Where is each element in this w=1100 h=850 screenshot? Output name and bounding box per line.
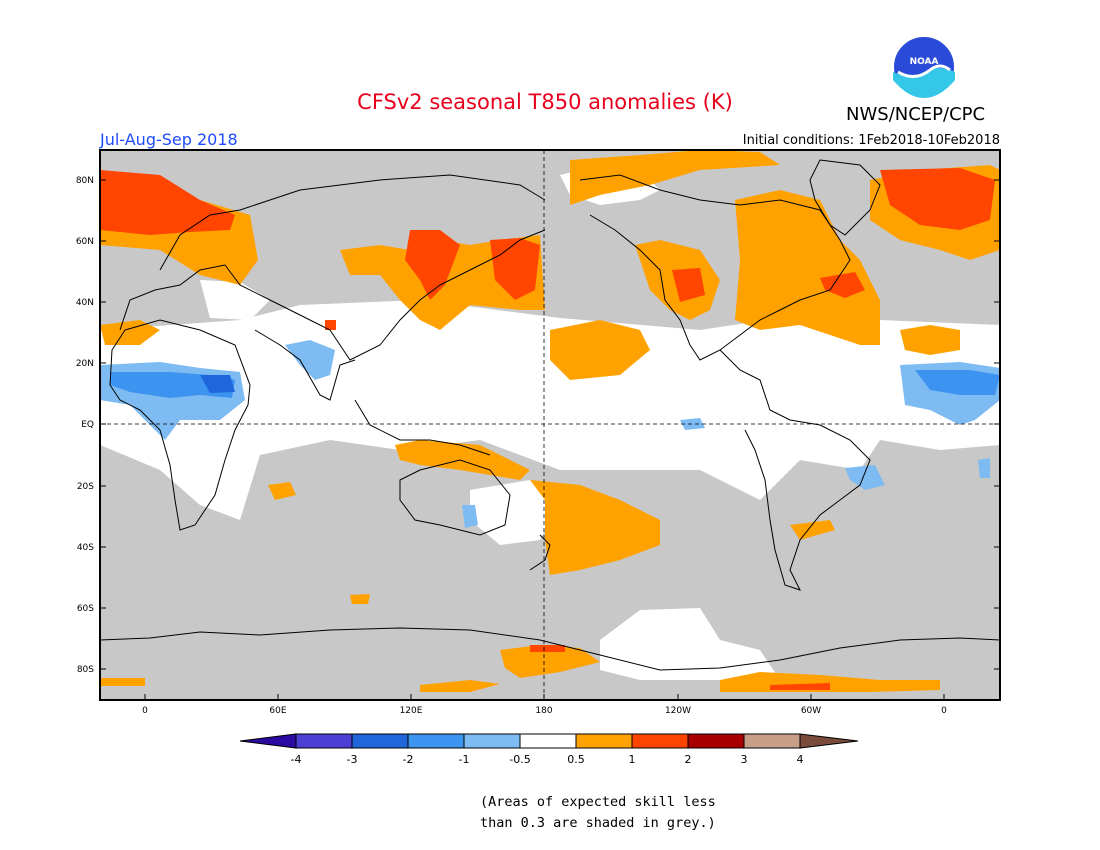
- warm-anomalies: [100, 150, 1000, 692]
- colorbar-segment: [631, 733, 689, 749]
- colorbar-segment: [295, 733, 353, 749]
- colorbar-tick: -2: [403, 753, 414, 766]
- colorbar: -4 -3 -2 -1 -0.5 0.5 1 2 3 4: [239, 733, 859, 766]
- lon-label: 60W: [801, 706, 821, 716]
- noaa-logo-text: NOAA: [910, 57, 939, 67]
- colorbar-tick: 0.5: [567, 753, 585, 766]
- lon-label: 120E: [400, 706, 423, 716]
- agency-label: NWS/NCEP/CPC: [846, 104, 986, 125]
- latitude-axis: 80N 60N 40N 20N EQ 20S 40S 60S 80S: [76, 176, 1000, 675]
- cold-anomalies: [100, 340, 1000, 528]
- colorbar-tick: -3: [347, 753, 358, 766]
- coastlines: [99, 159, 1001, 671]
- colorbar-segment: [575, 733, 633, 749]
- colorbar-tick: 3: [741, 753, 748, 766]
- lat-label: EQ: [81, 420, 94, 430]
- footnote-line: (Areas of expected skill less: [480, 794, 716, 810]
- colorbar-right-arrow: [799, 733, 859, 749]
- colorbar-tick: -0.5: [509, 753, 530, 766]
- lon-label: 120W: [665, 706, 691, 716]
- lat-label: 40N: [76, 298, 94, 308]
- lat-label: 40S: [77, 543, 94, 553]
- lat-label: 20S: [77, 482, 94, 492]
- skill-footnote: (Areas of expected skill less than 0.3 a…: [480, 792, 716, 834]
- south-pacific-white: [470, 480, 560, 545]
- initial-conditions-label: Initial conditions: 1Feb2018-10Feb2018: [742, 133, 1000, 148]
- colorbar-segment: [687, 733, 745, 749]
- lat-label: 80N: [76, 176, 94, 186]
- colorbar-tick: -4: [291, 753, 302, 766]
- season-label: Jul-Aug-Sep 2018: [100, 130, 238, 149]
- map-frame: [99, 149, 1001, 701]
- colorbar-left-arrow: [239, 733, 297, 749]
- lat-label: 20N: [76, 359, 94, 369]
- lon-label: 60E: [269, 706, 286, 716]
- colorbar-tick: -1: [459, 753, 470, 766]
- colorbar-tick: 4: [797, 753, 804, 766]
- map-panel: [99, 149, 1001, 701]
- antarctic-white-patch: [600, 608, 780, 680]
- footnote-line: than 0.3 are shaded in grey.): [480, 815, 716, 831]
- lon-label: 0: [941, 706, 947, 716]
- colorbar-segment: [407, 733, 465, 749]
- lat-label: 60S: [77, 604, 94, 614]
- colorbar-segment: [743, 733, 801, 749]
- lat-label: 60N: [76, 237, 94, 247]
- colorbar-segment: [351, 733, 409, 749]
- colorbar-segment: [519, 733, 577, 749]
- colorbar-segment: [463, 733, 521, 749]
- europe-white: [200, 280, 270, 320]
- longitude-axis: 0 60E 120E 180 120W 60W 0: [142, 694, 947, 716]
- colorbar-tick: 2: [685, 753, 692, 766]
- colorbar-tick: 1: [629, 753, 636, 766]
- lon-label: 180: [535, 706, 552, 716]
- lon-label: 0: [142, 706, 148, 716]
- noaa-logo: NOAA: [892, 35, 956, 99]
- lat-label: 80S: [77, 665, 94, 675]
- map-title: CFSv2 seasonal T850 anomalies (K): [357, 90, 733, 114]
